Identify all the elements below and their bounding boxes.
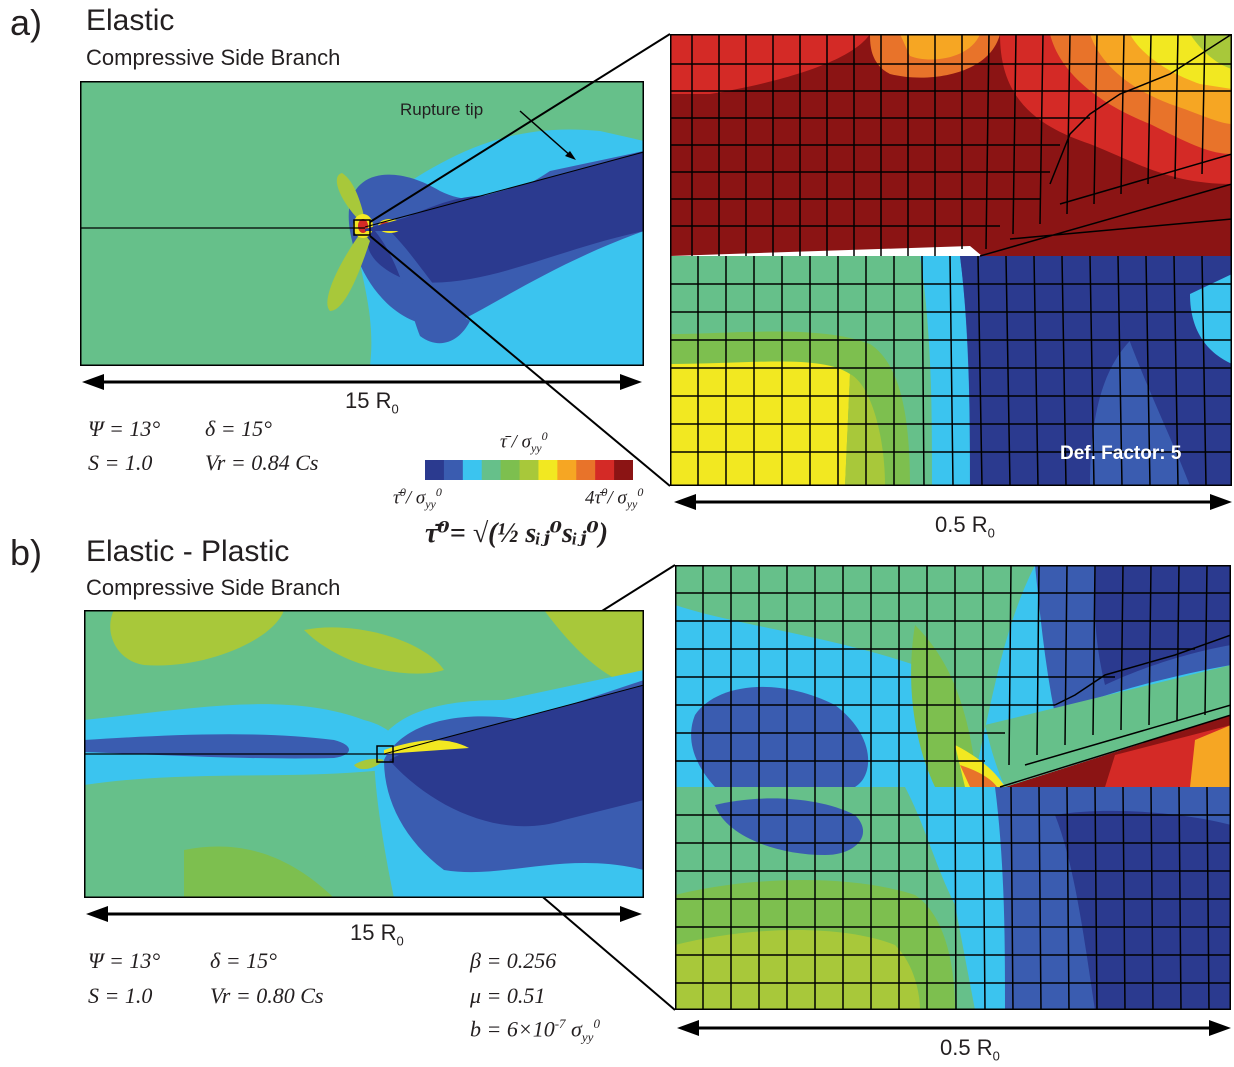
panel-b-b: b = 6×10-7 σyy0 — [470, 1016, 600, 1045]
panel-a-zoom-scale-label: 0.5 R0 — [935, 512, 995, 541]
panel-b-main-plot — [84, 610, 644, 898]
colorbar-swatch — [425, 460, 445, 480]
panel-a-psi: Ψ = 13° — [88, 416, 161, 441]
panel-b-zoom-scale-arrow — [677, 1020, 1231, 1036]
colorbar-title: τ̄ / σyy0 — [500, 429, 548, 456]
colorbar-max-label: 4τ̄0/ σyy0 — [585, 485, 644, 512]
panel-b-mu: μ = 0.51 — [470, 983, 546, 1008]
panel-b-psi: Ψ = 13° — [88, 948, 161, 973]
panel-b-s: S = 1.0 — [88, 983, 153, 1008]
panel-a-delta: δ = 15° — [205, 416, 272, 441]
panel-b-zoom-scale-label: 0.5 R0 — [940, 1035, 1000, 1064]
def-factor-label: Def. Factor: 5 — [1060, 443, 1182, 464]
tau-formula: τ̄⁰= √(½ sᵢⱼ⁰sᵢⱼ⁰) — [425, 518, 609, 549]
panel-b-subtitle: Compressive Side Branch — [86, 575, 341, 600]
panel-a-scale-label: 15 R0 — [345, 388, 399, 417]
panel-b-zoom-plot — [675, 565, 1231, 1010]
colorbar-swatch — [443, 460, 464, 480]
panel-a-letter: a) — [10, 2, 43, 43]
panel-a-subtitle: Compressive Side Branch — [86, 45, 341, 70]
colorbar — [425, 460, 633, 480]
rupture-tip-label: Rupture tip — [400, 100, 484, 119]
panel-a-scale-arrow — [82, 374, 642, 390]
panel-a-vr: Vr = 0.84 Cs — [205, 450, 319, 475]
colorbar-swatch — [557, 460, 577, 480]
panel-b-letter: b) — [10, 532, 43, 573]
colorbar-swatch — [500, 460, 521, 480]
panel-a-s: S = 1.0 — [88, 450, 153, 475]
colorbar-swatch — [576, 460, 596, 480]
colorbar-swatch — [595, 460, 615, 480]
colorbar-swatch — [538, 460, 558, 480]
panel-b-title: Elastic - Plastic — [86, 535, 290, 568]
panel-a-title: Elastic — [86, 4, 175, 37]
panel-b-delta: δ = 15° — [210, 948, 277, 973]
panel-b-vr: Vr = 0.80 Cs — [210, 983, 324, 1008]
panel-a-zoom-plot — [670, 34, 1232, 486]
panel-b-beta: β = 0.256 — [470, 948, 557, 973]
colorbar-swatch — [519, 460, 539, 480]
panel-a-zoom-scale-arrow — [674, 494, 1232, 510]
colorbar-min-label: τ̄0/ σyy0 — [393, 485, 442, 512]
panel-b-scale-label: 15 R0 — [350, 920, 404, 949]
rupture-tip-arrow — [519, 110, 573, 158]
panel-b-scale-arrow — [86, 906, 642, 922]
colorbar-swatch — [481, 460, 502, 480]
panel-a-main-plot — [80, 81, 644, 366]
colorbar-swatch — [614, 460, 633, 480]
colorbar-swatch — [462, 460, 483, 480]
